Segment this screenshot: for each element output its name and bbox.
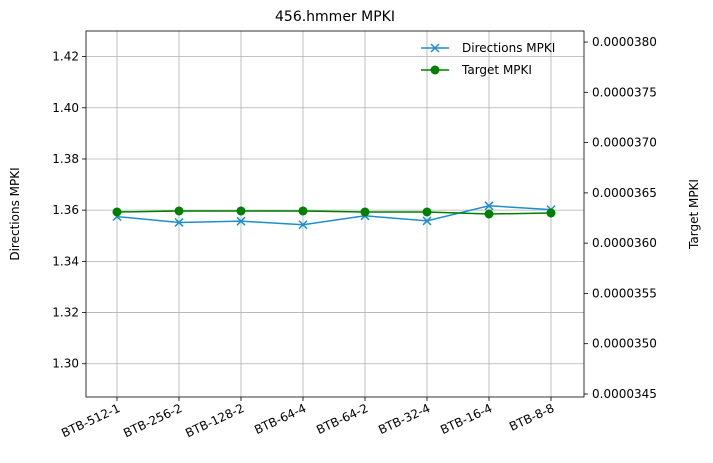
- legend-marker-target: [430, 65, 440, 75]
- right-y-tick-label: 0.0000355: [592, 286, 657, 300]
- x-tick-label: BTB-128-2: [183, 401, 246, 440]
- left-y-tick-label: 1.38: [52, 152, 79, 166]
- data-point-directions-mpki: [174, 217, 184, 227]
- left-y-axis-label: Directions MPKI: [8, 167, 22, 260]
- legend: Directions MPKI Target MPKI: [421, 41, 555, 77]
- x-tick-label: BTB-256-2: [121, 401, 184, 440]
- right-y-axis: 0.0000345 0.0000350 0.0000355 0.0000360 0.00…: [584, 35, 657, 401]
- right-y-axis-label: Target MPKI: [687, 179, 701, 250]
- data-point-target-mpki: [422, 207, 432, 217]
- data-point-target-mpki: [546, 208, 556, 218]
- data-point-directions-mpki: [422, 216, 432, 226]
- data-point-target-mpki: [174, 206, 184, 216]
- x-tick-label: BTB-16-4: [438, 401, 494, 437]
- series-layer: [112, 201, 556, 230]
- data-point-target-mpki: [236, 206, 246, 216]
- left-y-tick-label: 1.34: [52, 254, 79, 268]
- data-point-directions-mpki: [484, 201, 494, 211]
- right-y-tick-label: 0.0000350: [592, 337, 657, 351]
- x-tick-label: BTB-64-4: [252, 401, 308, 437]
- right-y-tick-label: 0.0000375: [592, 85, 657, 99]
- right-y-tick-label: 0.0000370: [592, 136, 657, 150]
- legend-label-directions: Directions MPKI: [462, 41, 555, 55]
- left-y-tick-label: 1.32: [52, 306, 79, 320]
- legend-marker-directions: [430, 43, 440, 53]
- data-point-target-mpki: [360, 207, 370, 217]
- right-y-tick-label: 0.0000380: [592, 35, 657, 49]
- data-point-target-mpki: [484, 209, 494, 219]
- left-y-tick-label: 1.30: [52, 357, 79, 371]
- plot-frame: [85, 30, 585, 398]
- data-point-directions-mpki: [236, 216, 246, 226]
- left-y-axis: 1.30 1.32 1.34 1.36 1.38 1.40 1.42: [52, 50, 86, 371]
- legend-label-target: Target MPKI: [461, 63, 532, 77]
- data-point-directions-mpki: [298, 220, 308, 230]
- series-line-target-mpki: [116, 210, 552, 215]
- data-point-target-mpki: [298, 206, 308, 216]
- right-y-tick-label: 0.0000345: [592, 387, 657, 401]
- left-y-tick-label: 1.40: [52, 101, 79, 115]
- chart-title: 456.hmmer MPKI: [275, 9, 395, 25]
- series-line-directions-mpki: [116, 205, 552, 226]
- data-point-target-mpki: [112, 207, 122, 217]
- right-y-tick-label: 0.0000365: [592, 186, 657, 200]
- right-y-tick-label: 0.0000360: [592, 236, 657, 250]
- left-y-tick-label: 1.36: [52, 203, 79, 217]
- left-y-tick-label: 1.42: [52, 50, 79, 64]
- x-tick-label: BTB-64-2: [314, 401, 370, 437]
- x-tick-label: BTB-8-8: [507, 401, 556, 434]
- x-tick-label: BTB-512-1: [59, 401, 122, 440]
- x-tick-label: BTB-32-4: [376, 401, 432, 437]
